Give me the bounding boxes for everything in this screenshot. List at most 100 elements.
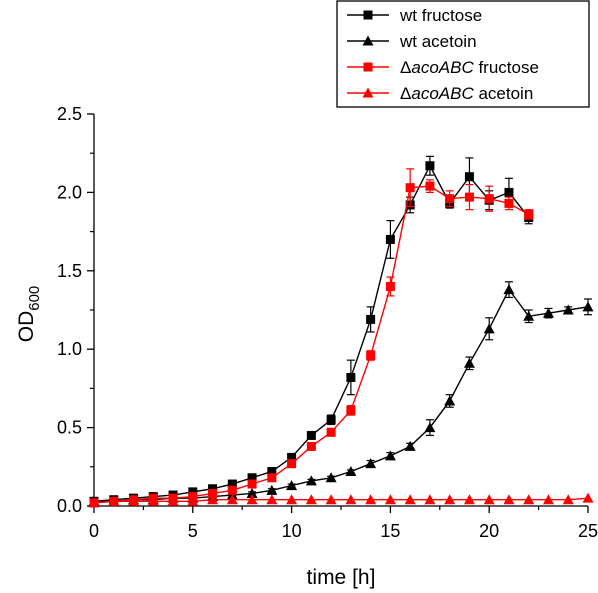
legend-marker xyxy=(362,35,374,46)
data-point xyxy=(542,307,554,318)
data-point xyxy=(326,415,336,425)
data-point xyxy=(504,187,514,197)
x-tick-label: 20 xyxy=(479,521,499,541)
data-point xyxy=(345,494,357,505)
data-point xyxy=(385,281,395,291)
y-tick-label: 0.0 xyxy=(57,496,82,516)
legend-marker xyxy=(363,10,373,20)
data-point xyxy=(246,487,258,498)
data-point xyxy=(365,458,377,469)
series-line xyxy=(93,164,530,502)
data-point xyxy=(523,310,535,321)
data-point xyxy=(286,480,298,491)
data-point xyxy=(207,494,219,505)
data-point xyxy=(147,495,159,506)
data-point xyxy=(345,466,357,477)
data-point xyxy=(542,494,554,505)
data-point xyxy=(266,494,278,505)
series-line xyxy=(94,288,589,502)
y-tick-label: 1.5 xyxy=(57,261,82,281)
plot-axes: 0 5 10 15 20 25 0.0 0.5 1.0 1.5 2.0 2.5 xyxy=(57,104,598,541)
y-axis-title-main: OD xyxy=(15,311,38,343)
data-point xyxy=(188,487,198,497)
legend-label: ΔacoABC fructose xyxy=(400,58,539,77)
data-point xyxy=(425,161,435,171)
data-point xyxy=(227,479,237,489)
data-point xyxy=(483,323,495,334)
data-point xyxy=(425,181,435,191)
data-point xyxy=(247,479,257,489)
data-point xyxy=(464,192,474,202)
series-3 xyxy=(88,492,594,508)
data-point xyxy=(424,494,436,505)
data-point xyxy=(483,494,495,505)
series-1 xyxy=(88,281,594,506)
x-tick-label: 5 xyxy=(188,521,198,541)
data-point xyxy=(445,194,455,204)
data-point xyxy=(208,488,218,498)
data-point xyxy=(226,494,238,505)
data-point xyxy=(524,209,534,219)
data-point xyxy=(463,357,475,368)
data-point xyxy=(366,314,376,324)
data-point xyxy=(267,473,277,483)
x-tick-label: 0 xyxy=(89,521,99,541)
data-point xyxy=(246,494,258,505)
data-point xyxy=(562,304,574,315)
legend-label: wt acetoin xyxy=(399,32,477,51)
data-point xyxy=(463,494,475,505)
data-point xyxy=(88,497,100,508)
data-point xyxy=(306,430,316,440)
data-point xyxy=(267,467,277,477)
x-tick-label: 25 xyxy=(578,521,598,541)
x-axis-title: time [h] xyxy=(307,566,376,589)
x-tick-label: 15 xyxy=(380,521,400,541)
data-point xyxy=(424,422,436,433)
data-point xyxy=(582,301,594,312)
data-point xyxy=(404,494,416,505)
data-point xyxy=(384,450,396,461)
data-point xyxy=(346,372,356,382)
data-point xyxy=(287,459,297,469)
data-point xyxy=(404,440,416,451)
data-point xyxy=(108,495,120,506)
legend-marker xyxy=(363,62,373,72)
data-point xyxy=(504,198,514,208)
data-point xyxy=(366,350,376,360)
data-point xyxy=(306,441,316,451)
data-point xyxy=(187,495,199,506)
data-point xyxy=(208,484,218,494)
series-line xyxy=(93,185,530,504)
y-tick-label: 1.0 xyxy=(57,339,82,359)
legend-entry: ΔacoABC acetoin xyxy=(347,84,533,103)
data-point xyxy=(128,495,140,506)
data-point xyxy=(444,395,456,406)
series-layer xyxy=(88,155,594,508)
data-point xyxy=(325,472,337,483)
series-0 xyxy=(89,155,534,506)
data-point xyxy=(325,494,337,505)
data-point xyxy=(227,485,237,495)
data-point xyxy=(384,494,396,505)
legend-label: ΔacoABC acetoin xyxy=(400,84,533,103)
data-point xyxy=(305,475,317,486)
data-point xyxy=(286,494,298,505)
data-point xyxy=(562,494,574,505)
x-tick-label: 10 xyxy=(282,521,302,541)
data-point xyxy=(326,427,336,437)
data-point xyxy=(266,484,278,495)
y-tick-label: 2.0 xyxy=(57,182,82,202)
y-axis-title-subscript: 600 xyxy=(26,286,43,311)
y-tick-label: 2.5 xyxy=(57,104,82,124)
series-line xyxy=(93,497,589,504)
data-point xyxy=(346,405,356,415)
legend: wt fructose wt acetoin ΔacoABC fructose Δac… xyxy=(336,0,590,108)
legend-entry: wt acetoin xyxy=(347,32,477,51)
data-point xyxy=(464,172,474,182)
data-point xyxy=(405,183,415,193)
data-point xyxy=(503,284,515,295)
data-point xyxy=(484,194,494,204)
data-point xyxy=(385,234,395,244)
legend-entry: wt fructose xyxy=(347,6,482,25)
data-point xyxy=(523,494,535,505)
